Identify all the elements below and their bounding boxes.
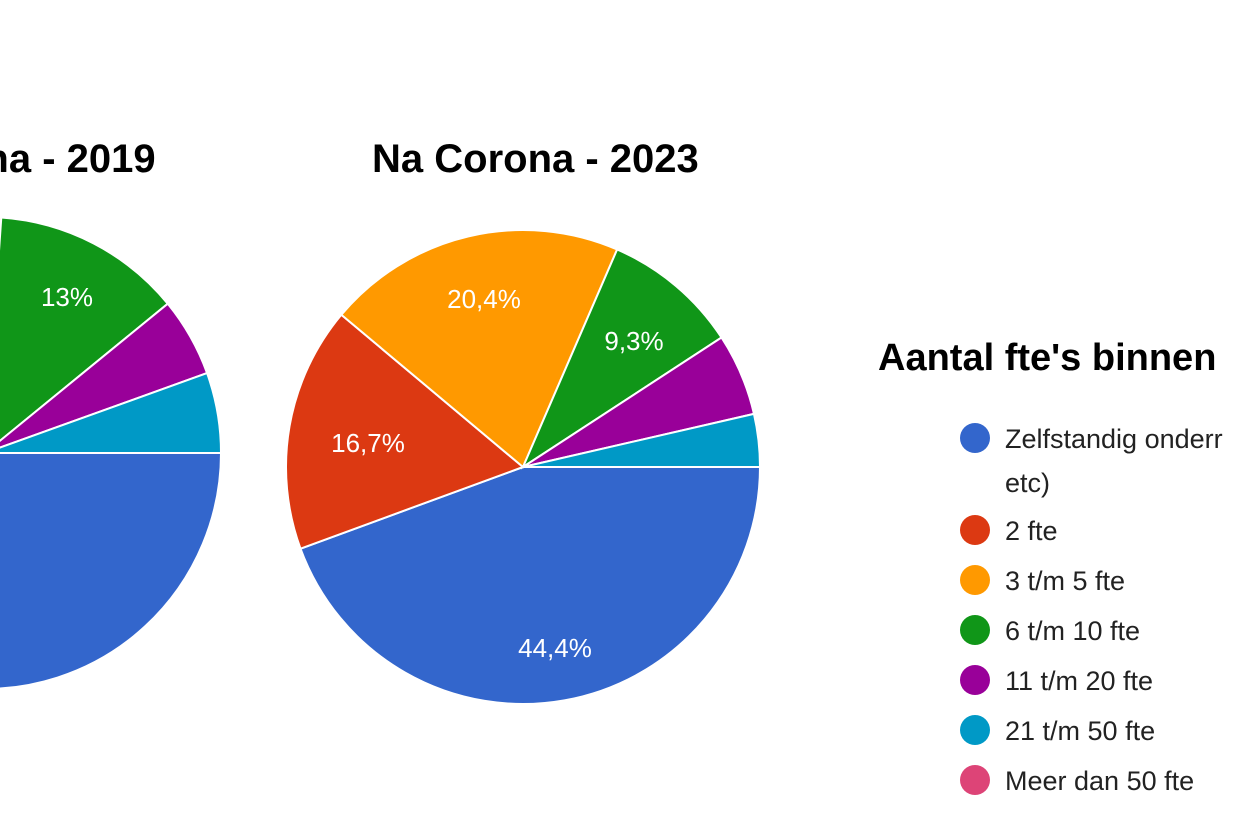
legend-swatch-5	[960, 715, 990, 745]
pie-labels-2023: 44,4% 16,7% 20,4% 9,3%	[331, 284, 664, 663]
pie-slice-2019-5	[0, 371, 223, 454]
legend-label-3: 6 t/m 10 fte	[1005, 616, 1140, 646]
pie-slices-2019	[0, 216, 223, 690]
legend-swatch-1	[960, 515, 990, 545]
slice-label-2023-2: 20,4%	[447, 284, 521, 314]
legend-title: Aantal fte's binnen	[878, 337, 1216, 379]
chart-title-2019: ona - 2019	[0, 137, 156, 181]
slice-label-2023-0: 44,4%	[518, 633, 592, 663]
legend-item-4: 11 t/m 20 fte	[960, 665, 1153, 696]
pie-labels-2019: 2,6%13%	[41, 282, 93, 312]
legend-swatch-3	[960, 615, 990, 645]
legend-swatch-4	[960, 665, 990, 695]
legend-label-2: 3 t/m 5 fte	[1005, 566, 1125, 596]
legend-item-1: 2 fte	[960, 515, 1058, 546]
pie-chart-2019: ona - 2019 2,6%13%	[0, 137, 223, 690]
legend-label-0-line1: etc)	[1005, 468, 1050, 498]
pie-slice-2023-1	[285, 313, 525, 550]
legend-item-6: Meer dan 50 fte	[960, 765, 1194, 796]
pie-chart-2023: Na Corona - 2023 44,4% 16,7% 20,4% 9,3%	[285, 137, 762, 705]
legend-swatch-0	[960, 423, 990, 453]
legend-swatch-2	[960, 565, 990, 595]
slice-label-2019-3: 13%	[41, 282, 93, 312]
legend-items: Zelfstandig onderr etc) 2 fte 3 t/m 5 fte 6 …	[960, 423, 1223, 796]
chart-title-2023: Na Corona - 2023	[372, 137, 699, 181]
legend-label-5: 21 t/m 50 fte	[1005, 716, 1155, 746]
legend-item-5: 21 t/m 50 fte	[960, 715, 1155, 746]
pie-slice-2019-3	[0, 216, 170, 443]
legend-item-0: Zelfstandig onderr etc)	[960, 423, 1223, 498]
slice-label-2023-1: 16,7%	[331, 428, 405, 458]
legend-label-6: Meer dan 50 fte	[1005, 766, 1194, 796]
pie-slice-2023-0	[299, 466, 762, 705]
pie-slices-2023	[285, 229, 762, 705]
legend-swatch-6	[960, 765, 990, 795]
legend-item-2: 3 t/m 5 fte	[960, 565, 1125, 596]
legend-label-4: 11 t/m 20 fte	[1005, 666, 1153, 696]
legend: Aantal fte's binnen Zelfstandig onderr et…	[878, 337, 1223, 796]
legend-item-3: 6 t/m 10 fte	[960, 615, 1140, 646]
slice-label-2023-3: 9,3%	[604, 326, 663, 356]
legend-label-0: Zelfstandig onderr	[1005, 424, 1223, 454]
legend-label-1: 2 fte	[1005, 516, 1058, 546]
pie-slice-2023-5	[522, 412, 762, 468]
pie-slice-2019-0	[0, 452, 223, 690]
pie-slice-2023-3	[520, 248, 723, 470]
